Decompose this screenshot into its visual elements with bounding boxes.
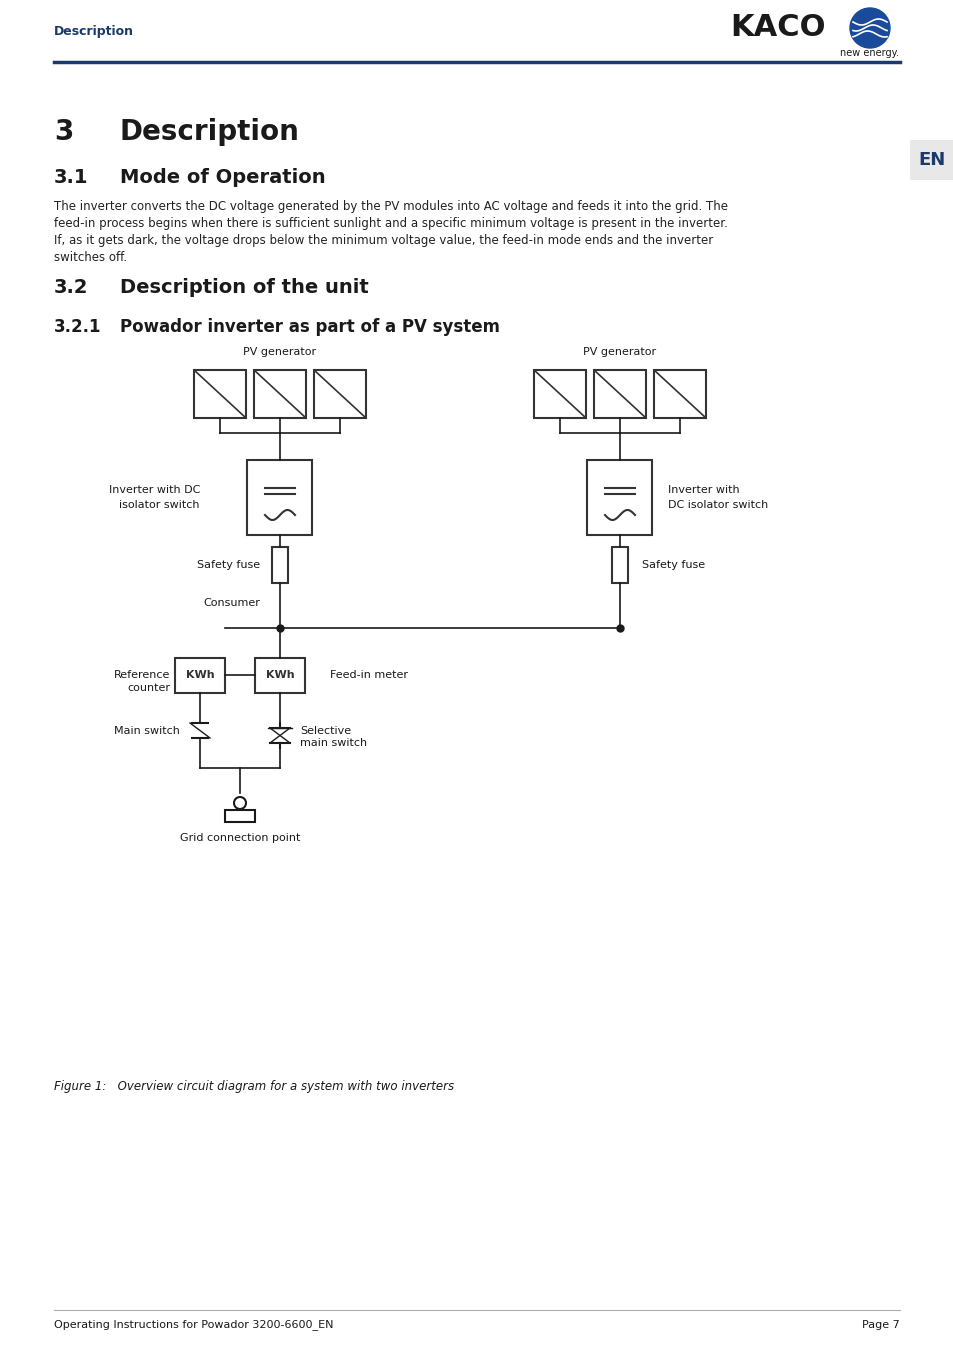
Text: feed-in process begins when there is sufficient sunlight and a specific minimum : feed-in process begins when there is suf… [54, 217, 727, 230]
Text: 3.2: 3.2 [54, 278, 89, 297]
Text: If, as it gets dark, the voltage drops below the minimum voltage value, the feed: If, as it gets dark, the voltage drops b… [54, 234, 713, 247]
Text: Reference: Reference [113, 670, 170, 680]
Text: Page 7: Page 7 [862, 1320, 899, 1330]
Text: Feed-in meter: Feed-in meter [330, 670, 408, 680]
Bar [314, 370, 366, 418]
Bar [612, 547, 627, 583]
Text: 3.2.1: 3.2.1 [54, 319, 101, 336]
Text: EN: EN [918, 151, 944, 169]
Text: PV generator: PV generator [243, 347, 316, 356]
Bar [225, 810, 254, 822]
Bar [654, 370, 705, 418]
Bar [594, 370, 645, 418]
Bar [587, 460, 652, 535]
Text: counter: counter [127, 683, 170, 693]
Bar [247, 460, 313, 535]
Bar [253, 370, 306, 418]
Text: Selective: Selective [299, 726, 351, 736]
Text: Mode of Operation: Mode of Operation [120, 167, 325, 188]
Text: Powador inverter as part of a PV system: Powador inverter as part of a PV system [120, 319, 499, 336]
Text: Consumer: Consumer [203, 598, 260, 608]
Text: isolator switch: isolator switch [119, 500, 200, 510]
Text: DC isolator switch: DC isolator switch [667, 500, 767, 510]
Text: 3: 3 [54, 117, 73, 146]
Text: Figure 1:   Overview circuit diagram for a system with two inverters: Figure 1: Overview circuit diagram for a… [54, 1080, 454, 1094]
Bar [272, 547, 288, 583]
Text: Inverter with DC: Inverter with DC [109, 485, 200, 495]
Text: Inverter with: Inverter with [667, 485, 739, 495]
Text: Description: Description [120, 117, 299, 146]
Text: 3.1: 3.1 [54, 167, 89, 188]
Text: switches off.: switches off. [54, 251, 127, 265]
Text: Main switch: Main switch [114, 726, 180, 736]
Bar [193, 370, 246, 418]
Text: Safety fuse: Safety fuse [196, 560, 260, 570]
Bar [174, 657, 225, 693]
Text: KACO: KACO [729, 14, 824, 42]
Text: Description: Description [54, 26, 133, 39]
Text: Operating Instructions for Powador 3200-6600_EN: Operating Instructions for Powador 3200-… [54, 1319, 334, 1331]
Text: new energy.: new energy. [840, 49, 899, 58]
Text: The inverter converts the DC voltage generated by the PV modules into AC voltage: The inverter converts the DC voltage gen… [54, 200, 727, 213]
Text: Description of the unit: Description of the unit [120, 278, 369, 297]
Text: KWh: KWh [186, 671, 214, 680]
Text: PV generator: PV generator [583, 347, 656, 356]
Text: KWh: KWh [265, 671, 294, 680]
Circle shape [849, 8, 889, 49]
Text: Grid connection point: Grid connection point [179, 833, 300, 842]
FancyBboxPatch shape [909, 140, 953, 180]
Bar [254, 657, 305, 693]
Text: main switch: main switch [299, 738, 367, 748]
Text: Safety fuse: Safety fuse [641, 560, 704, 570]
Bar [534, 370, 585, 418]
